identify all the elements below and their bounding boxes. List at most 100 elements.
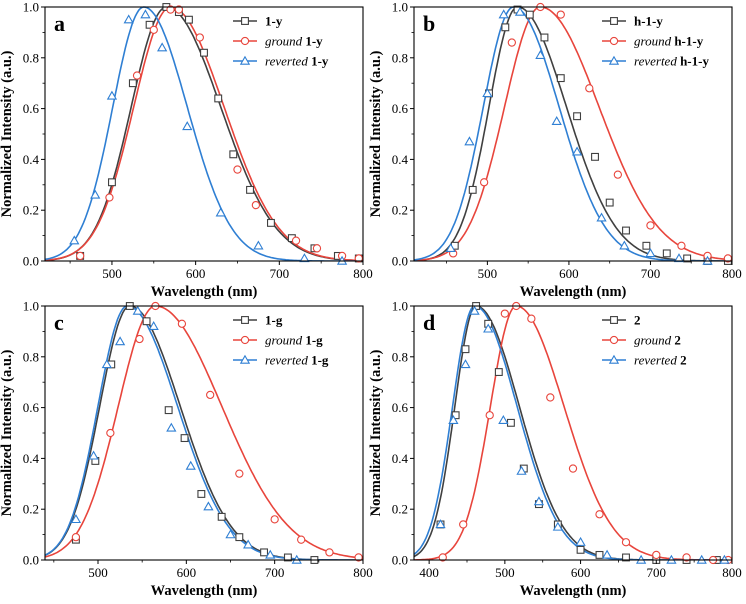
data-point-square bbox=[217, 512, 226, 521]
y-tick-label: 0.8 bbox=[392, 349, 408, 364]
y-axis-title: Normalized Intensity (a.u.) bbox=[0, 349, 15, 516]
legend-label-sample: 1-y bbox=[305, 34, 323, 49]
data-point-circle bbox=[270, 515, 279, 524]
legend-label-sample: h-1-y bbox=[674, 34, 703, 49]
data-point-triangle bbox=[148, 321, 159, 331]
y-axis-title: Normalized Intensity (a.u.) bbox=[368, 50, 384, 217]
data-point-triangle bbox=[140, 9, 151, 19]
legend-marker-circle bbox=[240, 335, 250, 345]
data-point-square bbox=[642, 241, 651, 250]
data-point-circle bbox=[233, 165, 242, 174]
data-point-triangle bbox=[673, 253, 685, 263]
data-point-square bbox=[662, 249, 671, 258]
data-point-circle bbox=[325, 548, 334, 557]
data-point-circle bbox=[195, 33, 204, 42]
y-tick-label: 0.2 bbox=[23, 502, 39, 517]
legend-label-prefix: reverted bbox=[634, 353, 680, 368]
series-line-circle bbox=[45, 305, 363, 559]
data-point-square bbox=[197, 490, 206, 498]
data-point-square bbox=[461, 345, 470, 354]
data-point-triangle bbox=[571, 146, 583, 156]
legend-label-sample: h-1-y bbox=[680, 54, 709, 69]
legend-label-prefix: ground bbox=[265, 333, 305, 348]
y-tick-label: 0.4 bbox=[392, 451, 409, 466]
data-point-circle bbox=[235, 469, 244, 478]
data-point-triangle bbox=[70, 514, 82, 524]
data-point-circle bbox=[507, 38, 516, 47]
y-tick-label: 0.0 bbox=[23, 553, 39, 568]
data-point-square bbox=[468, 185, 477, 194]
panel-label: b bbox=[423, 11, 435, 36]
data-point-triangle bbox=[225, 529, 236, 539]
data-point-triangle bbox=[253, 240, 264, 250]
data-point-triangle bbox=[106, 90, 118, 100]
data-point-square bbox=[576, 545, 585, 554]
data-point-square bbox=[573, 112, 582, 121]
data-point-triangle bbox=[596, 212, 607, 222]
x-tick-label: 600 bbox=[559, 266, 579, 281]
y-tick-label: 0.0 bbox=[392, 553, 408, 568]
data-point-triangle bbox=[90, 189, 101, 199]
data-point-circle bbox=[71, 532, 81, 542]
y-tick-label: 1.0 bbox=[23, 299, 39, 314]
x-tick-label: 800 bbox=[353, 266, 373, 281]
legend-label: ground 1-y bbox=[265, 34, 323, 49]
data-point-triangle bbox=[533, 496, 545, 506]
x-tick-label: 800 bbox=[353, 565, 373, 580]
data-point-square bbox=[229, 150, 238, 159]
data-point-square bbox=[107, 178, 116, 187]
y-tick-label: 0.2 bbox=[23, 203, 39, 218]
legend-label: ground 2 bbox=[634, 333, 681, 348]
data-point-circle bbox=[135, 334, 144, 344]
data-point-circle bbox=[438, 553, 447, 562]
legend-label: ground 1-g bbox=[265, 333, 323, 348]
legend-label: reverted h-1-y bbox=[634, 54, 709, 69]
data-point-circle bbox=[166, 5, 175, 14]
panel-a: 500 600 700 800 0.0 0.2 0.4 0.6 0.8 1.0 Wavelength… bbox=[0, 0, 373, 300]
y-tick-label: 1.0 bbox=[23, 0, 39, 15]
data-point-square bbox=[142, 317, 151, 326]
data-point-triangle bbox=[535, 49, 546, 59]
legend-label-sample: 2 bbox=[674, 333, 681, 348]
x-tick-label: 600 bbox=[571, 565, 591, 580]
legend-marker-square bbox=[610, 17, 618, 25]
y-tick-label: 0.0 bbox=[392, 254, 408, 269]
data-point-square bbox=[260, 548, 269, 557]
data-point-triangle bbox=[299, 253, 310, 263]
y-tick-label: 0.2 bbox=[392, 203, 408, 218]
legend-marker-triangle bbox=[608, 55, 620, 65]
x-axis-title: Wavelength (nm) bbox=[151, 583, 258, 599]
data-point-circle bbox=[149, 25, 158, 35]
data-point-square bbox=[591, 152, 599, 161]
legend-label-sample: 1-g bbox=[311, 353, 329, 368]
legend-label-sample: 1-g bbox=[305, 333, 323, 348]
data-point-circle bbox=[485, 411, 494, 420]
legend-label: reverted 1-g bbox=[265, 353, 329, 368]
data-point-circle bbox=[177, 319, 187, 328]
panel-label: a bbox=[54, 11, 65, 36]
data-point-circle bbox=[291, 236, 301, 245]
data-point-triangle bbox=[619, 240, 630, 250]
data-point-triangle bbox=[498, 414, 509, 425]
x-tick-label: 700 bbox=[641, 266, 661, 281]
data-point-triangle bbox=[445, 242, 456, 252]
y-tick-label: 0.6 bbox=[392, 400, 409, 415]
y-tick-label: 0.6 bbox=[392, 101, 409, 116]
data-point-triangle bbox=[514, 6, 526, 16]
data-point-circle bbox=[556, 10, 565, 19]
data-point-triangle bbox=[215, 207, 226, 217]
data-point-circle bbox=[479, 178, 489, 187]
legend-label: reverted 1-y bbox=[265, 54, 329, 69]
data-point-triangle bbox=[575, 536, 586, 546]
y-axis-title: Normalized Intensity (a.u.) bbox=[368, 349, 384, 516]
legend-marker-triangle bbox=[239, 55, 251, 65]
data-point-circle bbox=[500, 309, 510, 318]
data-point-circle bbox=[677, 241, 686, 250]
data-point-circle bbox=[546, 393, 555, 402]
legend-marker-triangle bbox=[608, 354, 620, 364]
data-point-triangle bbox=[469, 305, 480, 315]
y-tick-label: 0.6 bbox=[23, 400, 40, 415]
data-point-triangle bbox=[483, 323, 494, 333]
